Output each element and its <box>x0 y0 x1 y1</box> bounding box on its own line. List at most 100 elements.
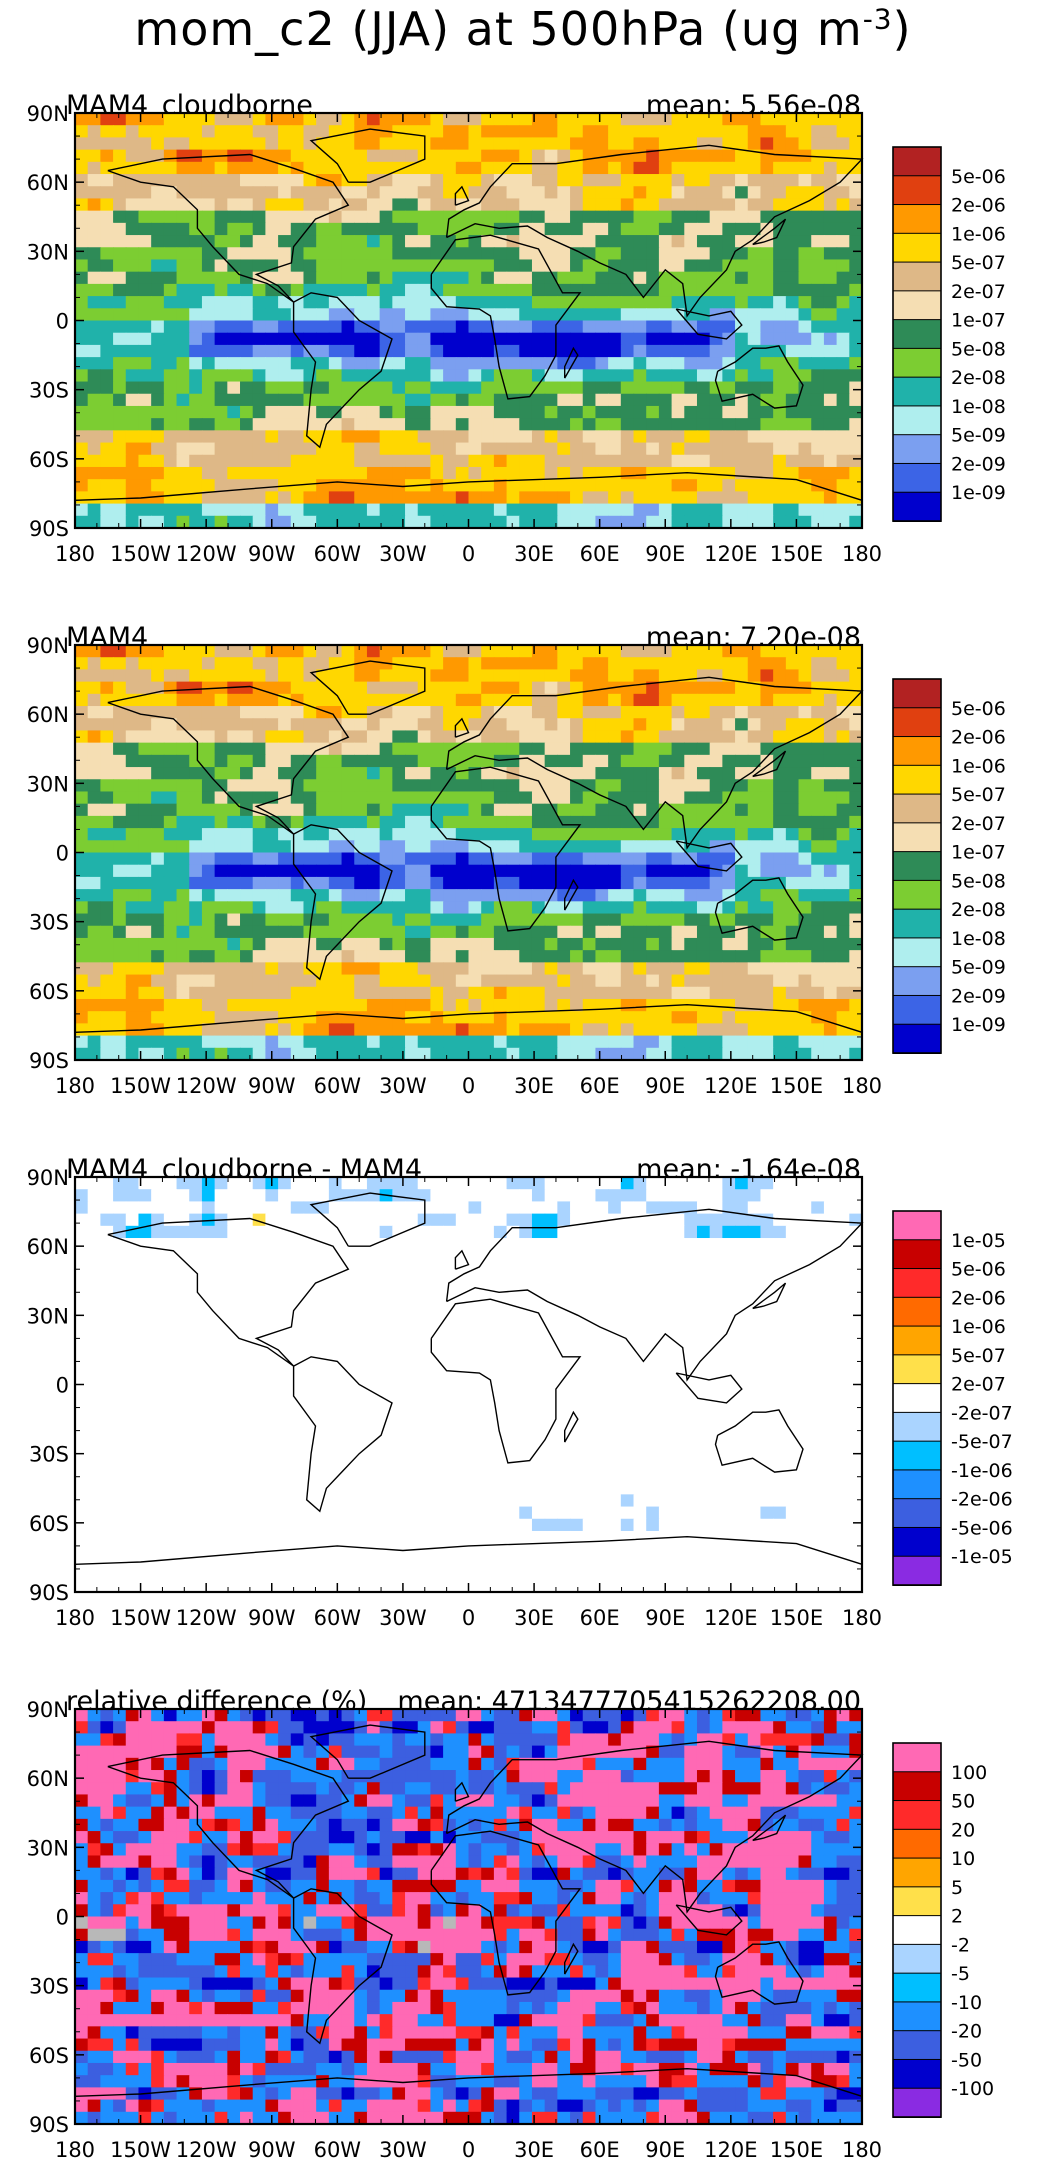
field-cell <box>709 681 723 695</box>
field-cell <box>163 803 178 817</box>
field-cell <box>430 889 444 902</box>
field-cell <box>341 454 355 468</box>
field-cell <box>481 454 495 468</box>
field-cell <box>836 454 850 468</box>
field-cell <box>595 1201 609 1215</box>
field-cell <box>214 1201 228 1215</box>
field-cell <box>75 344 89 358</box>
field-cell <box>595 828 609 841</box>
field-cell <box>201 405 216 419</box>
field-cell <box>163 332 178 346</box>
field-cell <box>684 925 698 939</box>
field-cell <box>582 320 597 334</box>
field-cell <box>201 998 216 1012</box>
field-cell <box>125 974 140 988</box>
field-cell <box>278 186 292 200</box>
field-cell <box>75 113 89 126</box>
field-cell <box>113 466 127 480</box>
field-cell <box>506 864 520 878</box>
field-cell <box>163 1225 178 1239</box>
field-cell <box>557 222 571 236</box>
field-cell <box>430 706 444 719</box>
field-cell <box>341 998 355 1012</box>
field-cell <box>849 198 863 212</box>
field-cell <box>316 950 330 963</box>
field-cell <box>709 503 723 517</box>
field-cell <box>75 937 89 951</box>
field-cell <box>125 137 140 151</box>
field-cell <box>582 235 597 248</box>
field-cell <box>138 1250 152 1264</box>
field-cell <box>341 149 355 163</box>
field-cell <box>201 1201 216 1215</box>
field-cell <box>506 706 520 719</box>
colorbar-label: 1e-07 <box>951 310 1006 332</box>
field-cell <box>468 466 482 480</box>
field-cell <box>252 137 266 151</box>
field-cell <box>303 791 317 805</box>
field-cell <box>265 876 279 890</box>
field-cell <box>316 381 330 395</box>
field-cell <box>595 479 609 492</box>
field-cell <box>430 681 444 695</box>
field-cell <box>773 1213 787 1227</box>
field-cell <box>252 937 266 951</box>
field-cell <box>506 491 520 505</box>
field-cell <box>113 986 127 1000</box>
field-cell <box>125 669 140 683</box>
field-cell <box>544 369 558 383</box>
field-cell <box>176 222 190 236</box>
field-cell <box>557 466 571 480</box>
field-cell <box>189 344 203 358</box>
field-cell <box>798 332 812 346</box>
field-cell <box>189 1250 203 1264</box>
field-cell <box>811 332 825 346</box>
colorbar-swatch <box>892 290 942 321</box>
field-cell <box>405 1177 419 1190</box>
field-cell <box>87 1023 101 1037</box>
field-cell <box>760 125 774 139</box>
field-cell <box>696 381 711 395</box>
field-cell <box>709 405 723 419</box>
field-cell <box>227 442 241 456</box>
field-cell <box>722 693 736 707</box>
field-cell <box>100 1238 114 1251</box>
field-cell <box>328 828 343 841</box>
field-cell <box>811 418 825 431</box>
field-cell <box>493 1213 508 1227</box>
field-cell <box>646 1023 660 1037</box>
field-cell <box>608 779 622 793</box>
field-cell <box>138 198 152 212</box>
field-cell <box>646 657 660 671</box>
field-cell <box>506 974 520 988</box>
field-cell <box>87 344 101 358</box>
field-cell <box>646 1177 660 1190</box>
field-cell <box>696 418 711 431</box>
field-cell <box>658 308 673 322</box>
field-cell <box>608 503 622 517</box>
field-cell <box>290 718 305 732</box>
field-cell <box>709 815 723 829</box>
field-cell <box>722 442 736 456</box>
field-cell <box>430 925 444 939</box>
field-cell <box>709 754 723 768</box>
field-cell <box>785 174 800 187</box>
field-cell <box>836 357 850 370</box>
field-cell <box>303 479 317 492</box>
field-cell <box>176 767 190 780</box>
field-cell <box>163 186 178 200</box>
field-cell <box>214 235 228 248</box>
field-cell <box>75 901 89 915</box>
field-cell <box>646 442 660 456</box>
field-cell <box>125 442 140 456</box>
field-cell <box>455 852 470 866</box>
field-cell <box>392 962 406 976</box>
field-cell <box>214 852 228 866</box>
field-cell <box>176 693 190 707</box>
field-cell <box>214 332 228 346</box>
field-cell <box>341 645 355 658</box>
field-cell <box>493 332 508 346</box>
field-cell <box>316 210 330 224</box>
field-cell <box>87 803 101 817</box>
field-cell <box>481 149 495 163</box>
